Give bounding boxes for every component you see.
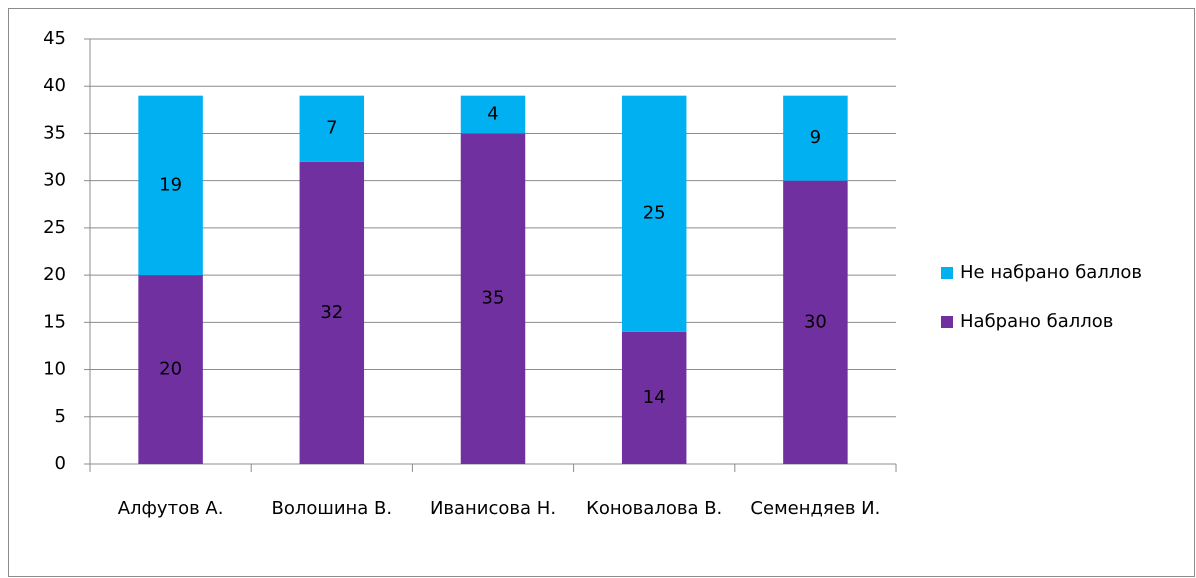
x-tick-label: Алфутов А. xyxy=(118,498,224,519)
chart-frame xyxy=(8,8,1195,577)
data-label: 14 xyxy=(643,387,666,408)
bar-segment xyxy=(299,161,365,464)
data-label: 19 xyxy=(159,174,182,195)
y-tick-label: 45 xyxy=(43,28,66,49)
data-label: 35 xyxy=(482,288,505,309)
y-tick-label: 25 xyxy=(43,217,66,238)
legend-swatch xyxy=(941,267,953,279)
x-tick-label: Иванисова Н. xyxy=(430,498,556,519)
bar-segment xyxy=(783,95,848,181)
bar-segment xyxy=(783,180,848,464)
data-label: 30 xyxy=(804,311,827,332)
y-tick-label: 5 xyxy=(55,406,66,427)
bar-segment xyxy=(460,95,526,134)
y-tick-label: 10 xyxy=(43,359,66,380)
legend-label: Не набрано баллов xyxy=(960,262,1142,283)
y-tick-label: 0 xyxy=(55,453,66,474)
data-label: 4 xyxy=(487,104,498,125)
bar-segment xyxy=(138,275,203,464)
bar-segment xyxy=(299,95,365,162)
y-tick-label: 20 xyxy=(43,264,66,285)
x-tick-label: Коновалова В. xyxy=(586,498,722,519)
bar-segment xyxy=(138,95,203,276)
data-label: 25 xyxy=(643,203,666,224)
legend-swatch xyxy=(941,316,953,328)
data-label: 32 xyxy=(320,302,343,323)
bar-segment xyxy=(621,331,687,464)
y-tick-label: 40 xyxy=(43,75,66,96)
x-tick-label: Волошина В. xyxy=(271,498,392,519)
data-label: 7 xyxy=(326,118,337,139)
y-tick-label: 30 xyxy=(43,170,66,191)
bar-segment xyxy=(460,133,526,464)
y-tick-label: 15 xyxy=(43,311,66,332)
data-label: 20 xyxy=(159,359,182,380)
bar-segment xyxy=(621,95,687,332)
y-tick-label: 35 xyxy=(43,122,66,143)
legend-label: Набрано баллов xyxy=(960,311,1113,332)
x-tick-label: Семендяев И. xyxy=(750,498,880,519)
data-label: 9 xyxy=(810,127,821,148)
